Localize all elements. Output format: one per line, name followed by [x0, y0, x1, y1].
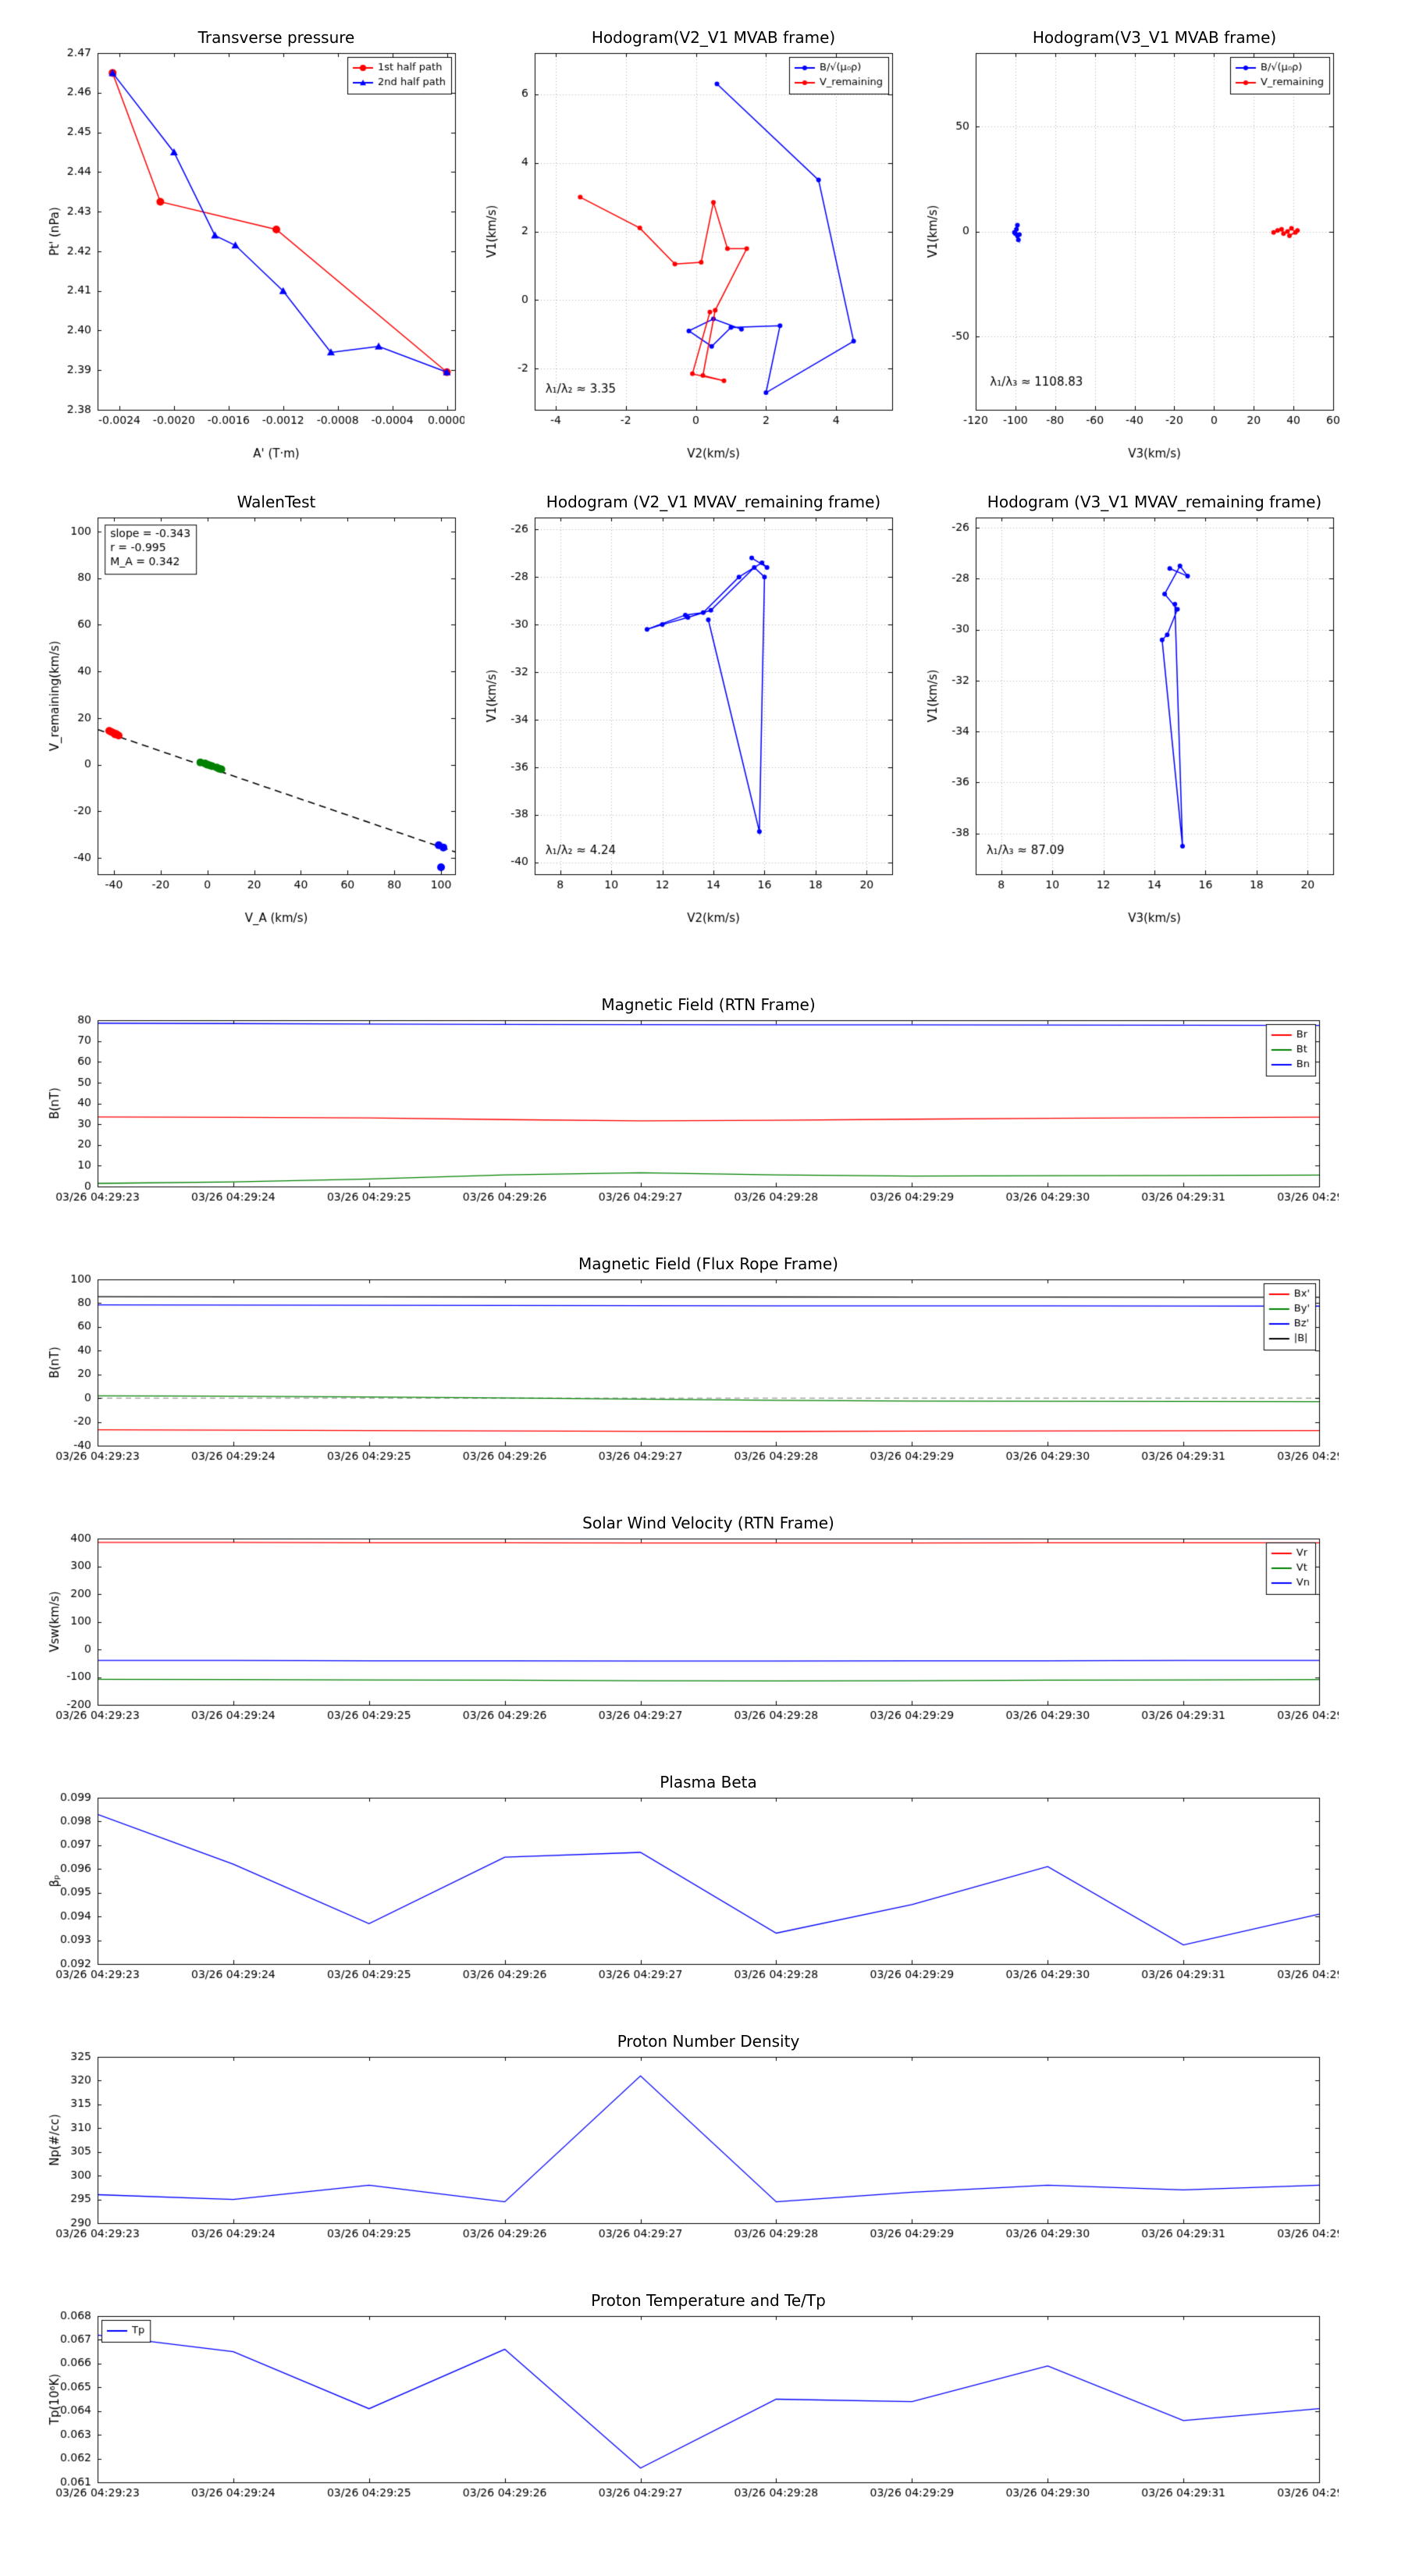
chart-canvas-solar-wind-velocity	[43, 1506, 1339, 1740]
chart-title-hodogram-v2v1-mvab: Hodogram(V2_V1 MVAB frame)	[591, 28, 836, 47]
chart-canvas-magnetic-field-flux-rope	[43, 1247, 1339, 1481]
chart-title-hodogram-v3v1-mvab: Hodogram(V3_V1 MVAB frame)	[1032, 28, 1277, 47]
chart-canvas-hodogram-v3v1-mvav	[921, 480, 1343, 933]
chart-title-solar-wind-velocity: Solar Wind Velocity (RTN Frame)	[582, 1514, 834, 1532]
chart-title-magnetic-field-rtn: Magnetic Field (RTN Frame)	[601, 995, 816, 1014]
chart-canvas-plasma-beta	[43, 1765, 1339, 1999]
chart-canvas-proton-temperature	[43, 2283, 1339, 2517]
chart-title-hodogram-v2v1-mvav: Hodogram (V2_V1 MVAV_remaining frame)	[546, 493, 881, 511]
panel-hodogram-v2v1-mvab: Hodogram(V2_V1 MVAB frame)	[480, 16, 902, 468]
panel-hodogram-v3v1-mvav: Hodogram (V3_V1 MVAV_remaining frame)	[921, 480, 1343, 933]
chart-title-hodogram-v3v1-mvav: Hodogram (V3_V1 MVAV_remaining frame)	[987, 493, 1322, 511]
panel-proton-temperature: Proton Temperature and Te/Tp	[43, 2283, 1339, 2517]
panel-walen-test: WalenTest	[43, 480, 464, 933]
chart-title-walen-test: WalenTest	[237, 493, 316, 511]
chart-canvas-hodogram-v2v1-mvav	[480, 480, 902, 933]
panel-plasma-beta: Plasma Beta	[43, 1765, 1339, 1999]
chart-canvas-transverse-pressure	[43, 16, 464, 468]
panel-transverse-pressure: Transverse pressure	[43, 16, 464, 468]
chart-canvas-magnetic-field-rtn	[43, 987, 1339, 1222]
panel-solar-wind-velocity: Solar Wind Velocity (RTN Frame)	[43, 1506, 1339, 1740]
panel-proton-number-density: Proton Number Density	[43, 2024, 1339, 2258]
panel-hodogram-v3v1-mvab: Hodogram(V3_V1 MVAB frame)	[921, 16, 1343, 468]
chart-canvas-walen-test	[43, 480, 464, 933]
panel-magnetic-field-rtn: Magnetic Field (RTN Frame)	[43, 987, 1339, 1222]
chart-title-magnetic-field-flux-rope: Magnetic Field (Flux Rope Frame)	[578, 1254, 838, 1273]
chart-title-proton-temperature: Proton Temperature and Te/Tp	[591, 2291, 826, 2310]
chart-canvas-hodogram-v3v1-mvab	[921, 16, 1343, 468]
panel-magnetic-field-flux-rope: Magnetic Field (Flux Rope Frame)	[43, 1247, 1339, 1481]
chart-title-plasma-beta: Plasma Beta	[660, 1773, 757, 1791]
panel-hodogram-v2v1-mvav: Hodogram (V2_V1 MVAV_remaining frame)	[480, 480, 902, 933]
chart-title-transverse-pressure: Transverse pressure	[197, 28, 355, 47]
chart-title-proton-number-density: Proton Number Density	[617, 2032, 800, 2051]
chart-canvas-proton-number-density	[43, 2024, 1339, 2258]
chart-canvas-hodogram-v2v1-mvab	[480, 16, 902, 468]
